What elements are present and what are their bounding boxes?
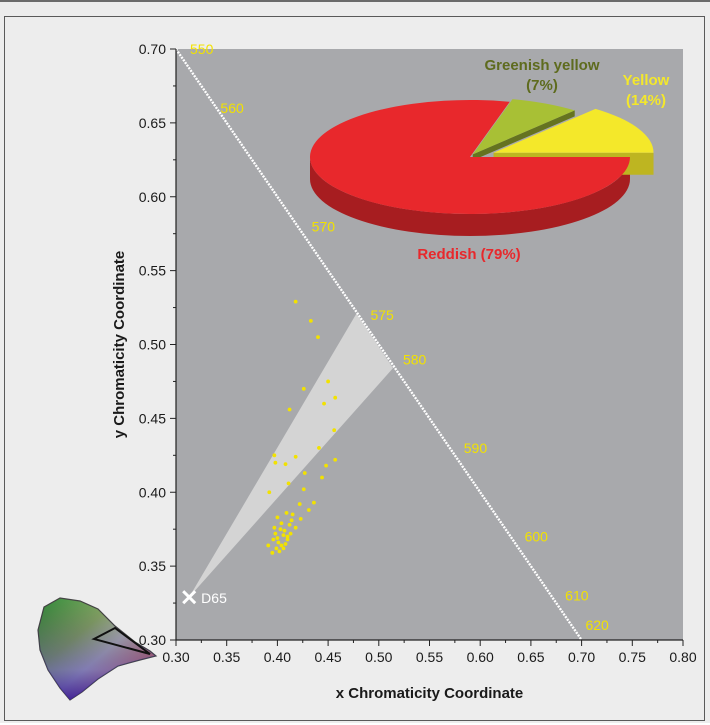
data-point (277, 549, 282, 554)
data-point (301, 487, 306, 492)
data-point (317, 446, 321, 450)
data-point (302, 471, 307, 475)
x-tick-label: 0.70 (568, 649, 595, 665)
cie-gamut-thumbnail-shade (38, 598, 156, 700)
data-point (271, 537, 276, 542)
pie-label-greenish-yellow: Greenish yellow (7%) (484, 57, 599, 94)
data-point (284, 511, 289, 515)
data-point (301, 386, 306, 391)
cie-thumbnail-triangle (91, 626, 151, 655)
data-point (274, 546, 279, 551)
x-tick-label: 0.60 (467, 649, 494, 665)
data-point (324, 463, 328, 468)
data-point (281, 533, 286, 537)
data-point (275, 536, 280, 540)
y-tick-label: 0.60 (139, 189, 166, 205)
x-tick-label: 0.30 (162, 649, 189, 665)
data-point (308, 318, 313, 323)
pie-slice-greenish-yellow (472, 99, 575, 155)
data-point (326, 379, 330, 384)
data-point (290, 512, 295, 517)
data-point (273, 460, 278, 465)
spectral-locus (175, 48, 583, 641)
data-point (298, 516, 303, 521)
wavelength-label-610: 610 (565, 588, 589, 604)
data-point (312, 500, 316, 505)
data-point (306, 508, 311, 512)
data-point (316, 335, 320, 340)
x-tick-label: 0.65 (517, 649, 544, 665)
data-point (285, 534, 290, 539)
data-point (272, 525, 277, 530)
data-point (266, 543, 271, 548)
data-point (283, 462, 288, 467)
pie-label-reddish: Reddish (79%) (417, 246, 520, 263)
y-tick-label: 0.50 (139, 337, 166, 353)
d65-marker-stroke-b (182, 590, 197, 605)
x-tick-label: 0.45 (314, 649, 341, 665)
data-point (279, 521, 284, 526)
pie-side-reddish (310, 157, 630, 236)
x-tick-label: 0.55 (416, 649, 443, 665)
data-point (293, 299, 298, 304)
data-point (272, 453, 277, 458)
y-axis-title: y Chromaticity Coordinate (111, 251, 128, 439)
data-point (283, 542, 288, 546)
y-tick-label: 0.65 (139, 115, 166, 131)
y-tick-label: 0.70 (139, 41, 166, 57)
data-point (286, 481, 291, 486)
x-tick-label: 0.75 (619, 649, 646, 665)
data-point (278, 527, 283, 532)
x-tick-label: 0.80 (669, 649, 696, 665)
wavelength-label-590: 590 (464, 440, 488, 456)
data-point (270, 550, 275, 555)
data-point (320, 475, 324, 480)
wavelength-label-550: 550 (190, 41, 214, 57)
data-point (293, 525, 298, 530)
data-point (267, 490, 272, 495)
data-point (275, 515, 280, 520)
x-tick-label: 0.40 (264, 649, 291, 665)
pie-slice-yellow (493, 108, 654, 153)
y-tick-label: 0.45 (139, 410, 166, 426)
x-axis-title: x Chromaticity Coordinate (336, 685, 524, 702)
pie-label-yellow: Yellow (14%) (623, 72, 670, 109)
yellow-region (189, 313, 393, 598)
wavelength-label-600: 600 (525, 529, 549, 545)
data-point (293, 454, 298, 459)
wavelength-label-570: 570 (312, 218, 336, 234)
data-point (288, 531, 293, 536)
pie-side-greenish (472, 110, 575, 161)
data-point (333, 395, 338, 400)
data-point (332, 428, 337, 433)
data-point (281, 546, 286, 551)
data-point (282, 528, 287, 533)
data-point (285, 537, 290, 542)
data-point (287, 407, 292, 412)
wavelength-label-620: 620 (585, 617, 609, 633)
wavelength-label-560: 560 (220, 100, 244, 116)
y-tick-label: 0.35 (139, 558, 166, 574)
wavelength-label-580: 580 (403, 351, 427, 367)
pie-slice-reddish (310, 100, 630, 214)
data-point (287, 522, 292, 527)
x-tick-label: 0.50 (365, 649, 392, 665)
x-tick-label: 0.35 (213, 649, 240, 665)
data-point (297, 502, 302, 506)
y-tick-label: 0.40 (139, 484, 166, 500)
data-point (276, 540, 281, 545)
data-point (273, 531, 278, 536)
data-point (333, 457, 338, 462)
data-point (322, 401, 326, 406)
d65-label: D65 (201, 590, 227, 606)
data-point (279, 543, 284, 548)
y-tick-label: 0.30 (139, 632, 166, 648)
y-tick-label: 0.55 (139, 263, 166, 279)
wavelength-label-575: 575 (370, 307, 394, 323)
data-point (289, 518, 294, 523)
